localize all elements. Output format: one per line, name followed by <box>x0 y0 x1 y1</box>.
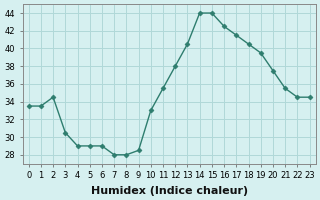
X-axis label: Humidex (Indice chaleur): Humidex (Indice chaleur) <box>91 186 248 196</box>
